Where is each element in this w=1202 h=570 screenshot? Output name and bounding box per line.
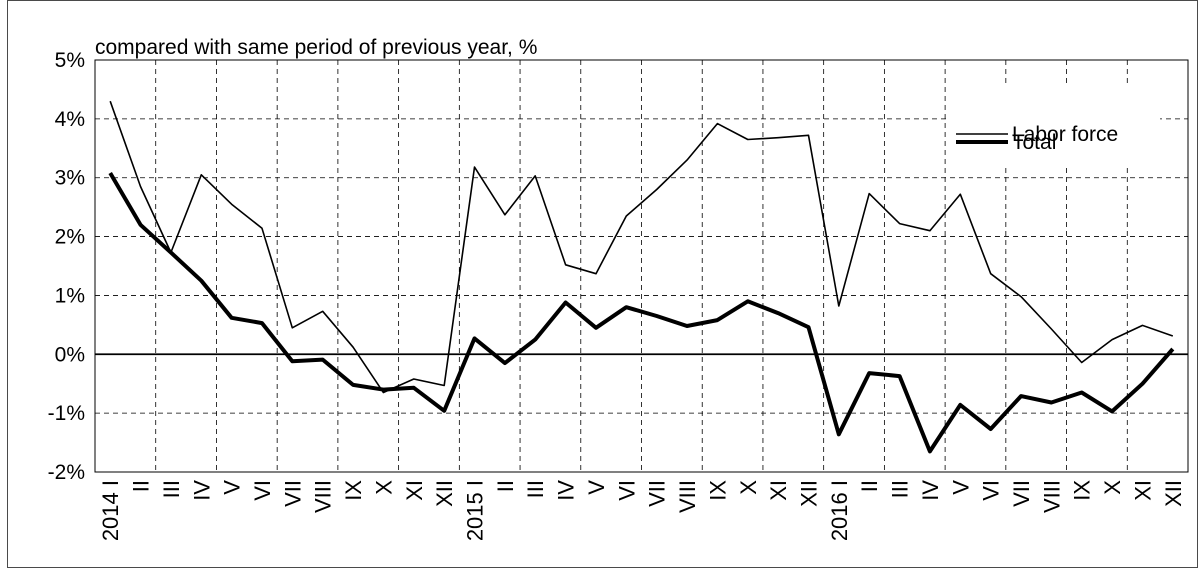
x-tick-label: VI	[979, 480, 1004, 501]
x-tick-label: XI	[1130, 480, 1155, 501]
series-lines	[108, 100, 1175, 454]
x-tick-label: 2015 I	[463, 480, 488, 541]
x-tick-label: X	[371, 480, 396, 495]
y-tick-label: -2%	[48, 461, 85, 484]
y-tick-label: -1%	[48, 402, 85, 425]
x-tick-label: IV	[554, 480, 579, 501]
y-tick-label: 2%	[55, 226, 85, 249]
y-tick-label: 3%	[55, 167, 85, 190]
x-tick-label: VIII	[1039, 480, 1064, 513]
x-tick-label: XII	[796, 480, 821, 507]
x-tick-label: II	[857, 480, 882, 492]
legend-background	[950, 84, 1160, 164]
x-tick-label: VII	[1009, 480, 1034, 507]
x-tick-label: II	[129, 480, 154, 492]
y-tick-label: 1%	[55, 284, 85, 307]
x-tick-label: III	[888, 480, 913, 498]
y-tick-label: 0%	[55, 343, 85, 366]
x-tick-label: IX	[341, 480, 366, 501]
chart-title: compared with same period of previous ye…	[95, 36, 537, 59]
x-tick-label: VI	[614, 480, 639, 501]
legend-label-total: Total	[1012, 131, 1056, 154]
x-tick-label: II	[493, 480, 518, 492]
legend-label-labor-force: Labor force	[1012, 123, 1118, 146]
series-line-labor-force	[109, 100, 1174, 394]
x-tick-label: XII	[432, 480, 457, 507]
x-tick-label: XI	[402, 480, 427, 501]
x-tick-label: VIII	[311, 480, 336, 513]
x-tick-label: V	[584, 480, 609, 495]
y-tick-label: 5%	[55, 49, 85, 72]
x-tick-label: VII	[645, 480, 670, 507]
x-tick-label: III	[159, 480, 184, 498]
y-tick-label: 4%	[55, 108, 85, 131]
x-tick-label: IV	[189, 480, 214, 501]
x-tick-label: 2016 I	[827, 480, 852, 541]
x-tick-label: IX	[1070, 480, 1095, 501]
x-tick-label: 2014 I	[98, 480, 123, 541]
series-line-total	[108, 171, 1175, 454]
x-tick-label: IX	[705, 480, 730, 501]
y-axis-ticks: 5% 4% 3% 2% 1% 0% -1% -2%	[48, 49, 85, 484]
x-tick-label: IV	[918, 480, 943, 501]
chart-frame	[7, 0, 1198, 568]
grid	[94, 59, 1189, 473]
x-tick-label: VI	[250, 480, 275, 501]
x-tick-label: X	[1100, 480, 1125, 495]
x-axis-ticks: 2014 I II III IV V VI VII VIII IX X XI XII 2015 I II I…	[98, 480, 1186, 541]
x-tick-label: VIII	[675, 480, 700, 513]
legend: Labor force Total	[950, 84, 1160, 164]
x-tick-label: V	[220, 480, 245, 495]
x-tick-label: VII	[280, 480, 305, 507]
x-tick-label: XI	[766, 480, 791, 501]
x-tick-label: III	[523, 480, 548, 498]
x-tick-label: X	[736, 480, 761, 495]
x-tick-label: XII	[1161, 480, 1186, 507]
x-tick-label: V	[948, 480, 973, 495]
